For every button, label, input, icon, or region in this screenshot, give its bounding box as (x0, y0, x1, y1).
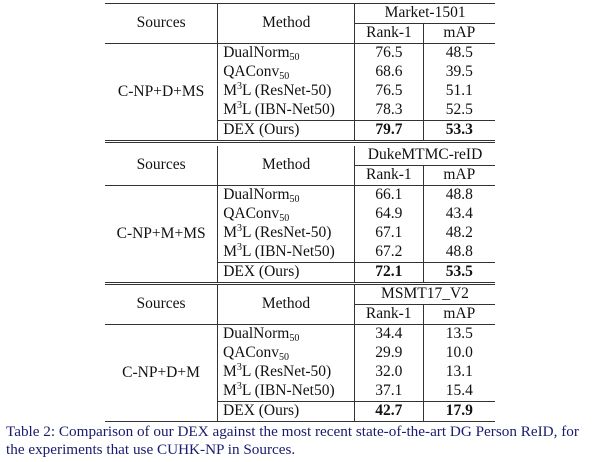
map-cell: 39.5 (422, 63, 495, 82)
sources-cell: C-NP+D+M (105, 324, 218, 422)
results-table-msmt17: Sources Method MSMT17_V2 Rank-1 mAP C-NP… (105, 285, 495, 422)
rank1-cell: 68.6 (354, 63, 424, 82)
map-cell: 48.8 (422, 185, 495, 205)
table-row: M3L (IBN-Net50) 67.2 48.8 (105, 243, 495, 263)
method-cell-ours: DEX (Ours) (217, 401, 355, 422)
header-dataset: MSMT17_V2 (353, 285, 495, 305)
header-dataset: DukeMTMC-reID (354, 146, 495, 166)
method-cell-ours: DEX (Ours) (217, 262, 355, 285)
rank1-cell: 64.9 (354, 205, 424, 224)
method-cell: M3L (ResNet-50) (217, 224, 355, 243)
method-cell: QAConv50 (217, 344, 355, 363)
map-cell: 13.1 (422, 363, 495, 382)
sources-cell: C-NP+D+MS (105, 43, 218, 143)
table-row: QAConv50 68.6 39.5 (105, 63, 495, 82)
method-cell: DualNorm50 (217, 185, 355, 205)
header-sources: Sources (105, 3, 218, 44)
header-rank1: Rank-1 (353, 304, 424, 325)
table-row: M3L (ResNet-50) 32.0 13.1 (105, 363, 495, 382)
map-cell: 48.8 (422, 243, 495, 263)
header-rank1: Rank-1 (354, 23, 424, 44)
method-cell: QAConv50 (217, 63, 355, 82)
table-row: M3L (IBN-Net50) 37.1 15.4 (105, 382, 495, 402)
table-row: C-NP+M+MS DualNorm50 66.1 48.8 (105, 185, 495, 285)
method-cell: M3L (IBN-Net50) (217, 101, 355, 121)
rank1-cell: 32.0 (353, 363, 424, 382)
map-cell: 43.4 (422, 205, 495, 224)
table-row: M3L (IBN-Net50) 78.3 52.5 (105, 101, 495, 121)
rank1-cell: 67.1 (354, 224, 424, 243)
rank1-cell: 67.2 (354, 243, 424, 263)
results-table-dukemtmc: Sources Method DukeMTMC-reID Rank-1 mAP … (105, 146, 495, 285)
table-row: QAConv50 29.9 10.0 (105, 344, 495, 363)
rank1-cell: 37.1 (353, 382, 424, 402)
table-row-ours: DEX (Ours) 72.1 53.5 (105, 262, 495, 285)
rank1-cell-ours: 72.1 (354, 262, 424, 285)
map-cell: 52.5 (422, 101, 495, 121)
header-method: Method (217, 3, 355, 44)
header-map: mAP (422, 165, 495, 186)
header-sources: Sources (105, 285, 218, 325)
sources-cell: C-NP+M+MS (105, 185, 218, 285)
table-row: M3L (ResNet-50) 67.1 48.2 (105, 224, 495, 243)
rank1-cell-ours: 79.7 (354, 120, 424, 143)
rank1-cell: 34.4 (353, 324, 424, 344)
header-method: Method (217, 146, 355, 186)
method-cell: DualNorm50 (217, 43, 355, 63)
rank1-cell: 66.1 (354, 185, 424, 205)
rank1-cell: 76.5 (354, 43, 424, 63)
rank1-cell: 29.9 (353, 344, 424, 363)
rank1-cell: 78.3 (354, 101, 424, 121)
header-map: mAP (422, 304, 495, 325)
map-cell: 51.1 (422, 82, 495, 101)
table-row: C-NP+D+MS DualNorm50 76.5 48.5 (105, 43, 495, 143)
method-cell-ours: DEX (Ours) (217, 120, 355, 143)
map-cell-ours: 53.5 (422, 262, 495, 285)
map-cell: 10.0 (422, 344, 495, 363)
rank1-cell: 76.5 (354, 82, 424, 101)
table-row: C-NP+D+M DualNorm50 34.4 13.5 (105, 324, 495, 422)
map-cell-ours: 17.9 (422, 401, 495, 422)
header-dataset: Market-1501 (354, 3, 495, 24)
table-row-ours: DEX (Ours) 79.7 53.3 (105, 120, 495, 143)
method-cell: QAConv50 (217, 205, 355, 224)
header-rank1: Rank-1 (354, 165, 424, 186)
table-caption: Table 2: Comparison of our DEX against t… (6, 423, 579, 458)
method-cell: DualNorm50 (217, 324, 355, 344)
header-method: Method (217, 285, 355, 325)
table-row-ours: DEX (Ours) 42.7 17.9 (105, 401, 495, 422)
method-cell: M3L (ResNet-50) (217, 363, 355, 382)
method-cell: M3L (IBN-Net50) (217, 243, 355, 263)
header-sources: Sources (105, 146, 218, 186)
table-row: M3L (ResNet-50) 76.5 51.1 (105, 82, 495, 101)
rank1-cell-ours: 42.7 (353, 401, 424, 422)
header-map: mAP (422, 23, 495, 44)
map-cell-ours: 53.3 (422, 120, 495, 143)
results-table-market1501: Sources Method Market-1501 Rank-1 mAP C-… (105, 3, 495, 143)
map-cell: 48.2 (422, 224, 495, 243)
method-cell: M3L (ResNet-50) (217, 82, 355, 101)
map-cell: 13.5 (422, 324, 495, 344)
table-row: QAConv50 64.9 43.4 (105, 205, 495, 224)
map-cell: 48.5 (422, 43, 495, 63)
method-cell: M3L (IBN-Net50) (217, 382, 355, 402)
map-cell: 15.4 (422, 382, 495, 402)
